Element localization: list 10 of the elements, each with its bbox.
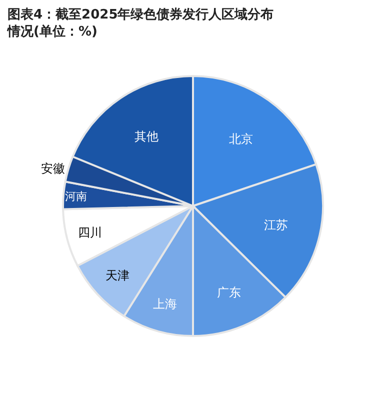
- slice-label: 广东: [217, 286, 242, 300]
- slice-label: 河南: [64, 190, 87, 204]
- slice-label: 安徽: [40, 161, 65, 176]
- chart-title: 图表4：截至2025年绿色债券发行人区域分布情况(单位：%): [6, 8, 274, 40]
- slice-label: 江苏: [264, 218, 288, 232]
- slice-label: 天津: [105, 268, 130, 283]
- slice-label: 上海: [152, 296, 177, 311]
- slice-label: 北京: [228, 132, 253, 146]
- slice-label: 四川: [78, 225, 102, 240]
- slice-label: 其他: [134, 130, 158, 144]
